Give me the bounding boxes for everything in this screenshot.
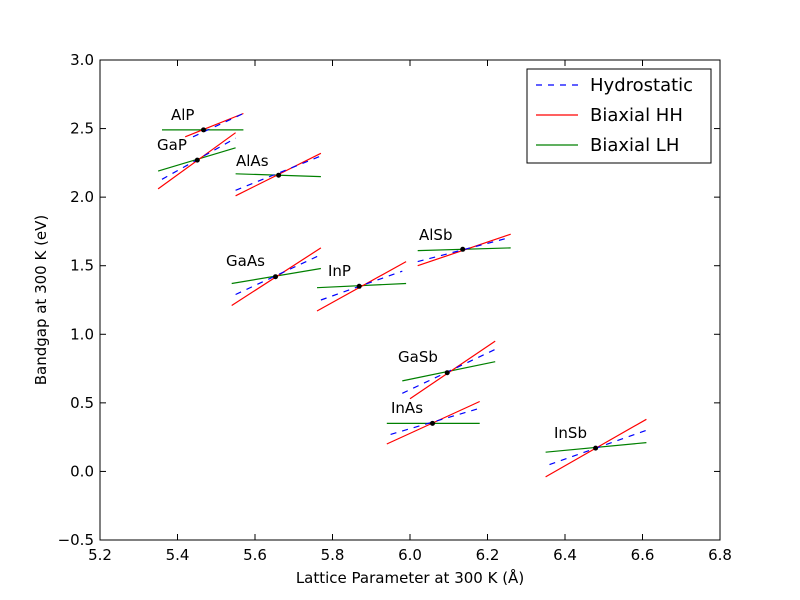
alp-hydrostatic-line xyxy=(192,112,244,138)
inp-label: InP xyxy=(328,262,351,280)
insb-point xyxy=(593,445,599,451)
x-tick-label: 5.6 xyxy=(243,546,267,564)
x-tick-label: 5.4 xyxy=(166,546,190,564)
x-tick-label: 6.4 xyxy=(553,546,577,564)
inas-hydrostatic-line xyxy=(390,407,480,435)
alas-point xyxy=(276,172,282,178)
inas-label: InAs xyxy=(391,399,423,417)
y-tick-label: 0.5 xyxy=(70,394,94,412)
legend-box xyxy=(526,68,712,164)
inp-hydrostatic-line xyxy=(320,270,403,301)
x-tick-label: 5.2 xyxy=(88,546,112,564)
x-tick-label: 6.0 xyxy=(398,546,422,564)
alsb-point xyxy=(460,246,466,252)
axis-ticks: 5.2 5.4 5.6 5.8 6.0 6.2 6.4 6.6 6.8 −0.5 0.0 0.5 1.0… xyxy=(58,51,732,564)
legend-label-hydrostatic: Hydrostatic xyxy=(590,75,693,96)
y-tick-label: 2.0 xyxy=(70,188,94,206)
plot-labels: AlP GaP AlAs GaAs InP AlSb GaSb InAs InSb xyxy=(157,106,587,442)
alas-label: AlAs xyxy=(236,152,269,170)
gap-hydrostatic-line xyxy=(161,137,236,180)
y-tick-label: −0.5 xyxy=(58,531,94,549)
gap-point xyxy=(194,157,200,163)
legend-label-biaxial-lh: Biaxial LH xyxy=(590,135,679,156)
inas-point xyxy=(430,420,435,426)
x-axis-label: Lattice Parameter at 300 K (Å) xyxy=(296,568,524,587)
gap-label: GaP xyxy=(157,136,187,154)
legend-label-biaxial-hh: Biaxial HH xyxy=(590,105,683,126)
legend: Hydrostatic Biaxial HH Biaxial LH xyxy=(526,68,712,164)
plot-points xyxy=(194,127,599,451)
alas-hydrostatic-line xyxy=(235,155,322,191)
alp-biaxial-hh-line xyxy=(184,112,244,138)
x-tick-label: 6.8 xyxy=(708,546,732,564)
x-tick-label: 6.6 xyxy=(631,546,655,564)
y-axis-label: Bandgap at 300 K (eV) xyxy=(32,215,50,386)
alsb-label: AlSb xyxy=(419,226,452,244)
x-tick-label: 6.2 xyxy=(476,546,500,564)
y-tick-label: 1.5 xyxy=(70,257,94,275)
insb-label: InSb xyxy=(554,424,587,442)
y-tick-label: 3.0 xyxy=(70,51,94,69)
inp-point xyxy=(356,283,362,289)
gaas-hydrostatic-line xyxy=(235,254,322,296)
gasb-point xyxy=(444,370,450,376)
x-tick-label: 5.8 xyxy=(321,546,345,564)
gaas-point xyxy=(273,274,278,280)
alp-label: AlP xyxy=(171,106,194,124)
alsb-hydrostatic-line xyxy=(417,237,508,263)
y-tick-label: 0.0 xyxy=(70,462,94,480)
y-tick-label: 2.5 xyxy=(70,120,94,138)
plot-lines xyxy=(157,112,647,478)
y-tick-label: 1.0 xyxy=(70,325,94,343)
gasb-biaxial-hh-line xyxy=(409,340,496,400)
gaas-label: GaAs xyxy=(226,252,265,270)
alp-point xyxy=(201,127,206,133)
gasb-label: GaSb xyxy=(398,348,438,366)
